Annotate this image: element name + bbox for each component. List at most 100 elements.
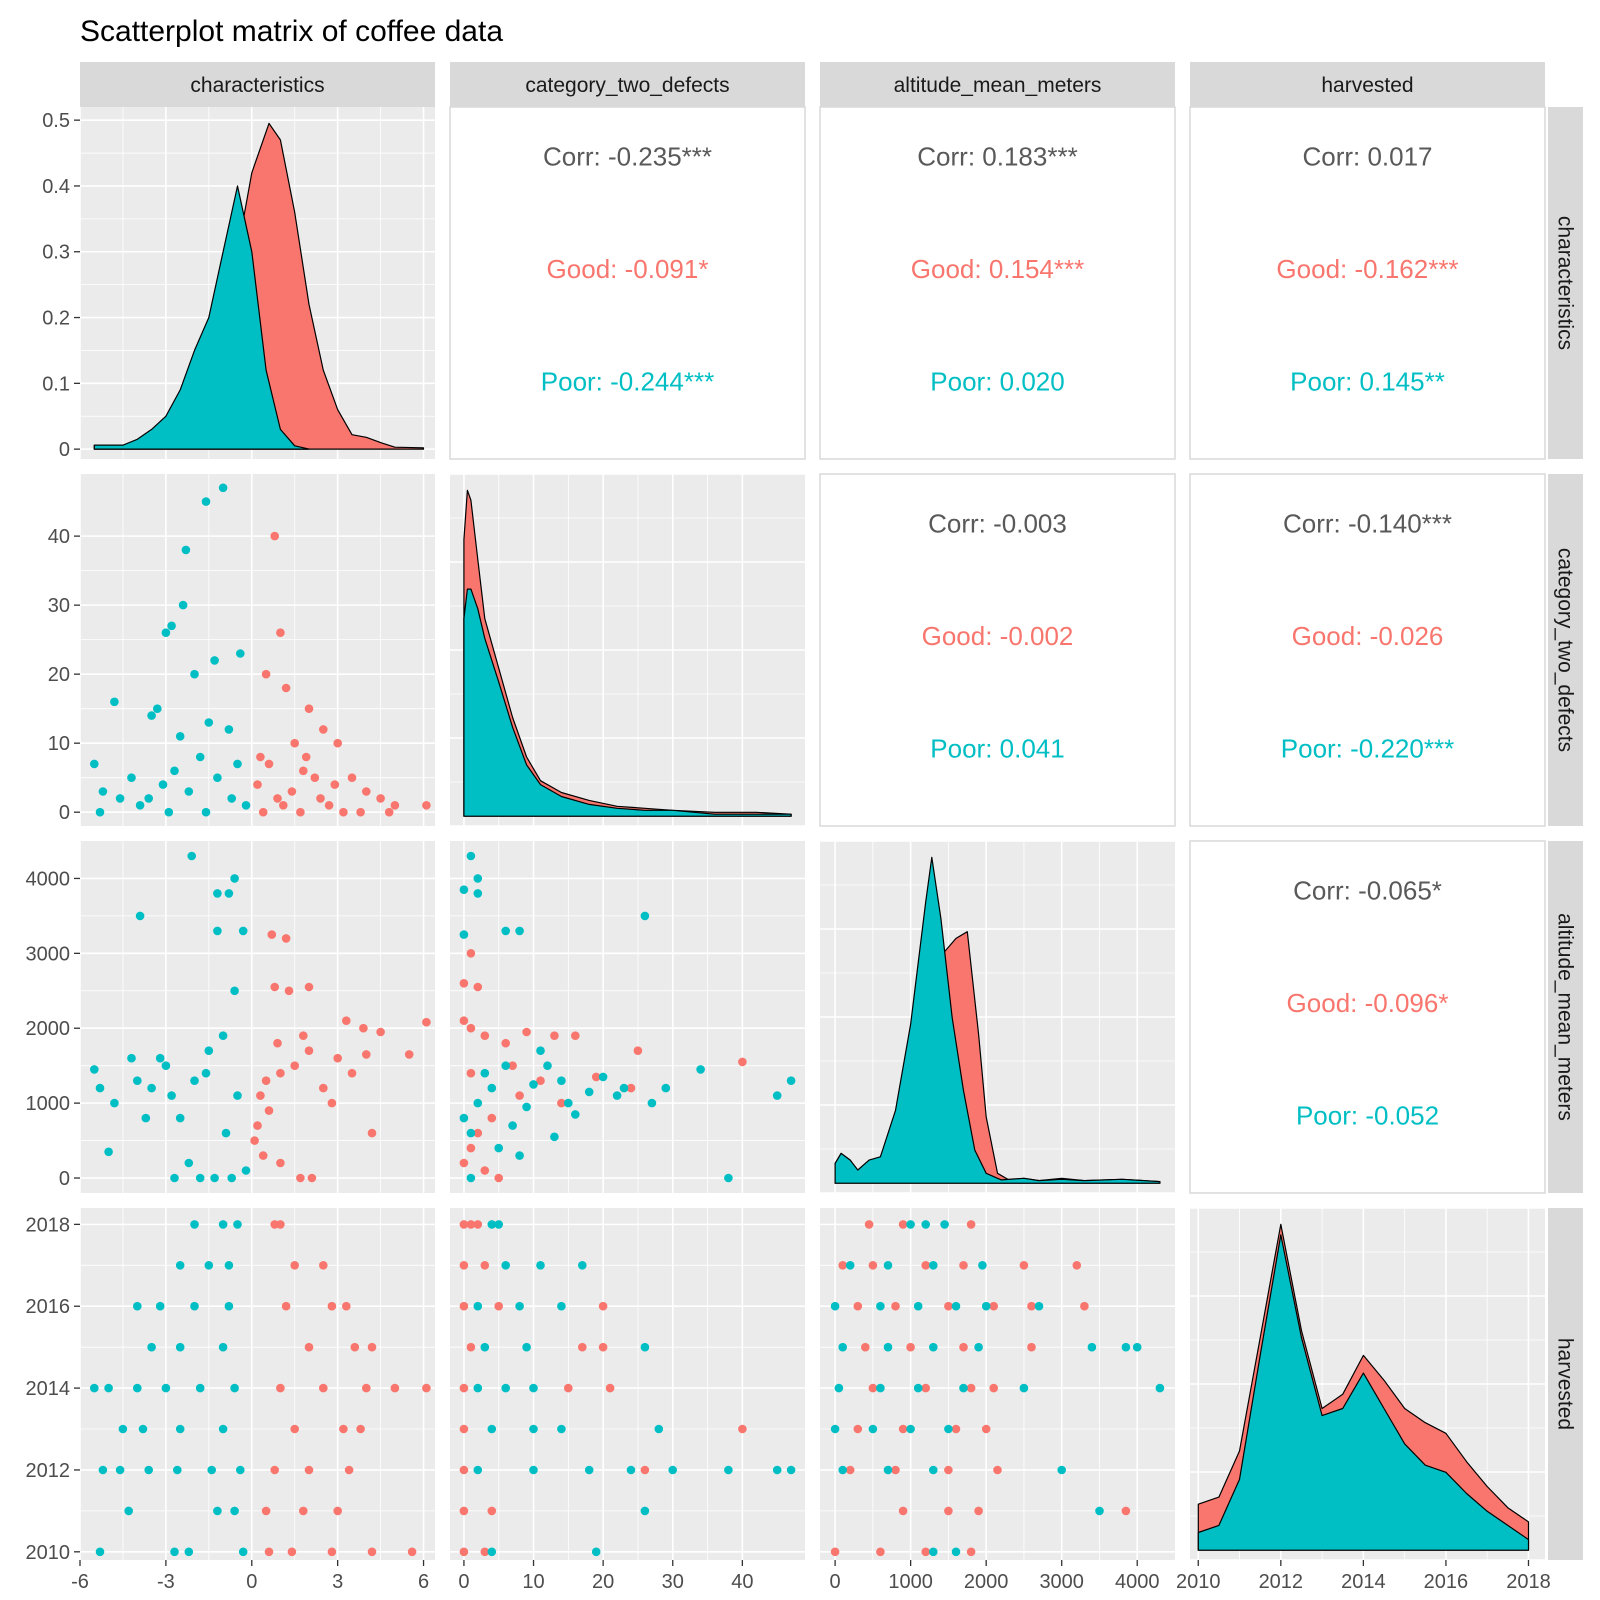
point-poor	[883, 1261, 893, 1270]
point-poor	[459, 1113, 469, 1123]
y-tick-label: 0.5	[42, 110, 70, 132]
point-good	[738, 1424, 747, 1434]
point-poor	[522, 1342, 531, 1352]
point-good	[310, 773, 320, 782]
point-good	[459, 1465, 469, 1475]
point-good	[480, 1547, 490, 1557]
overall-correlation: Corr: -0.140***	[1283, 508, 1452, 538]
point-poor	[218, 1424, 228, 1434]
point-good	[466, 1023, 476, 1033]
point-poor	[480, 1342, 490, 1352]
point-good	[264, 759, 274, 769]
point-poor	[834, 1383, 844, 1393]
correlation-panel	[1189, 473, 1546, 827]
row-strip-label: altitude_mean_meters	[1554, 913, 1577, 1121]
point-good	[304, 1046, 314, 1055]
point-poor	[724, 1173, 733, 1183]
point-good	[459, 1383, 469, 1393]
point-good	[459, 1261, 469, 1270]
point-poor	[786, 1465, 796, 1475]
point-good	[633, 1046, 643, 1055]
point-poor	[170, 766, 179, 776]
column-strip-label: category_two_defects	[525, 74, 729, 97]
y-tick-label: 40	[48, 526, 70, 548]
point-poor	[557, 1424, 566, 1434]
point-poor	[466, 1128, 476, 1138]
point-poor	[473, 1301, 483, 1311]
point-good	[276, 1383, 285, 1393]
point-good	[422, 1383, 431, 1393]
x-tick-label: 0	[830, 1571, 841, 1593]
scatter-points	[459, 1220, 796, 1557]
point-good	[422, 801, 431, 810]
x-tick-label: 40	[731, 1571, 753, 1593]
point-poor	[210, 1173, 219, 1183]
y-tick-label: 0.1	[42, 373, 70, 395]
point-good	[981, 1424, 991, 1434]
point-good	[339, 1424, 348, 1434]
point-good	[333, 1506, 343, 1516]
x-tick-label: 20	[592, 1571, 614, 1593]
y-tick-label: 4000	[26, 868, 71, 890]
chart-title: Scatterplot matrix of coffee data	[80, 15, 503, 48]
y-tick-label: 30	[48, 595, 70, 617]
scatter-points	[830, 1220, 1165, 1557]
point-good	[253, 780, 262, 789]
point-poor	[110, 697, 119, 707]
overall-correlation: Corr: -0.065*	[1293, 875, 1442, 905]
point-good	[333, 738, 343, 748]
point-good	[853, 1424, 863, 1434]
point-good	[350, 1342, 360, 1352]
point-good	[853, 1301, 863, 1311]
x-tick-label: 2012	[1259, 1571, 1304, 1593]
point-poor	[147, 1083, 156, 1093]
point-poor	[494, 1220, 504, 1229]
point-poor	[201, 497, 211, 506]
point-poor	[1019, 1383, 1029, 1393]
point-poor	[557, 1076, 566, 1085]
point-good	[898, 1220, 908, 1229]
point-poor	[876, 1383, 885, 1393]
point-good	[466, 949, 476, 958]
point-good	[966, 1220, 976, 1229]
point-poor	[127, 1053, 136, 1063]
panels: characteristics characteristics category_t…	[26, 62, 1583, 1593]
y-tick-label: 2012	[26, 1460, 71, 1482]
scatter-points	[90, 851, 431, 1183]
point-good	[276, 628, 285, 637]
point-poor	[668, 1465, 677, 1475]
point-good	[270, 1465, 280, 1475]
point-good	[891, 1301, 900, 1311]
point-poor	[238, 926, 248, 936]
point-good	[959, 1342, 968, 1352]
point-good	[307, 1173, 317, 1183]
point-good	[281, 1301, 291, 1311]
scatter-points	[90, 483, 431, 817]
point-poor	[536, 1046, 545, 1055]
point-poor	[133, 1076, 142, 1085]
point-good	[347, 773, 357, 782]
point-good	[327, 1098, 337, 1108]
point-good	[459, 1016, 469, 1025]
point-good	[921, 1261, 930, 1270]
point-good	[861, 1342, 870, 1352]
point-good	[989, 1301, 998, 1311]
point-poor	[536, 1261, 545, 1270]
point-poor	[227, 794, 236, 803]
column-strip-harvested	[1190, 62, 1545, 107]
point-good	[304, 704, 314, 713]
point-poor	[241, 1166, 251, 1175]
correlation-panel	[819, 473, 1176, 827]
point-good	[466, 1220, 476, 1229]
point-poor	[144, 794, 153, 803]
point-good	[522, 1027, 531, 1037]
point-good	[319, 725, 328, 734]
point-poor	[515, 1151, 524, 1160]
point-good	[1121, 1506, 1131, 1516]
y-tick-label: 2014	[26, 1378, 71, 1400]
point-good	[830, 1547, 840, 1557]
point-poor	[480, 1068, 490, 1078]
overall-correlation: Corr: -0.003	[928, 508, 1067, 538]
x-tick-label: 2000	[964, 1571, 1009, 1593]
point-poor	[218, 1220, 228, 1229]
